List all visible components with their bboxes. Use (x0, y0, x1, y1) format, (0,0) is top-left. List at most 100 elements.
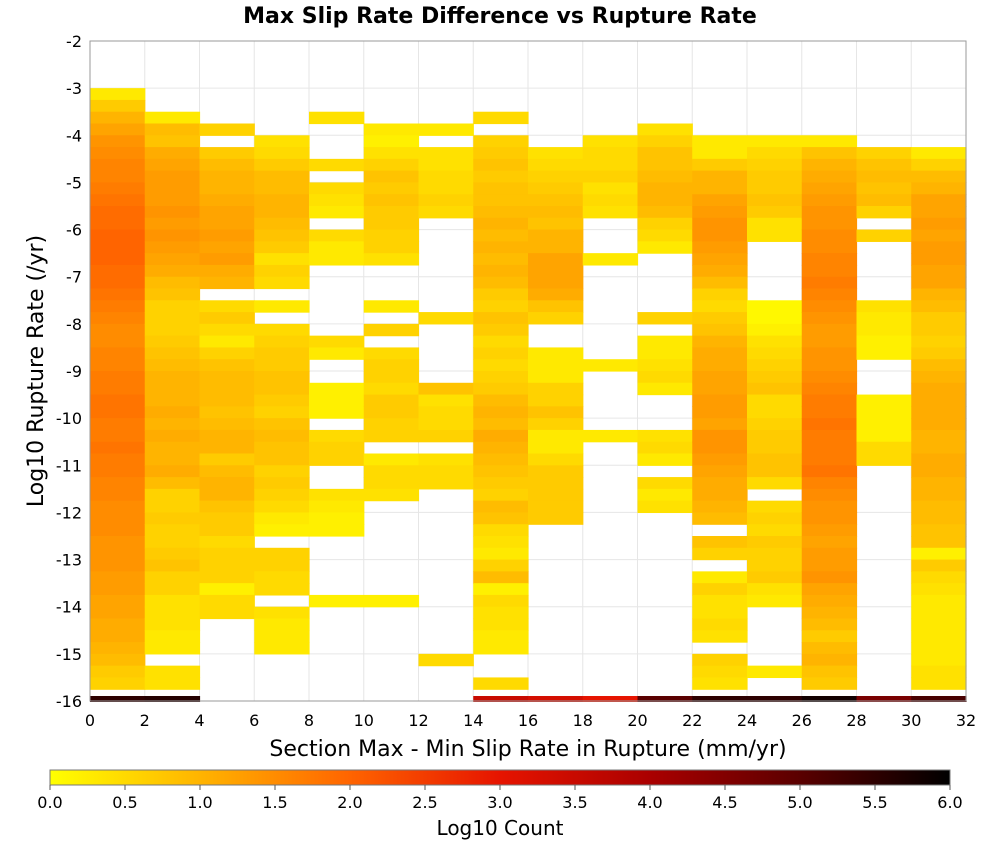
heatmap-cell (528, 394, 584, 407)
heatmap-cell (856, 429, 912, 443)
heatmap-cell (911, 206, 967, 219)
heatmap-cell (199, 453, 255, 466)
heatmap-cell (911, 536, 967, 549)
heatmap-cell (801, 418, 858, 431)
heatmap-cell (199, 206, 255, 219)
heatmap-cell (199, 229, 255, 242)
heatmap-cell (528, 217, 584, 231)
heatmap-cell (856, 229, 912, 242)
heatmap-cell (801, 630, 858, 643)
heatmap-cell (747, 359, 803, 372)
heatmap-cell (801, 559, 858, 572)
heatmap-cell (528, 347, 584, 360)
heatmap-cell (911, 696, 967, 702)
heatmap-cell (418, 123, 474, 136)
heatmap-cell (309, 512, 365, 525)
y-tick-label: -3 (66, 79, 82, 98)
heatmap-cell (911, 371, 967, 384)
heatmap-cell (911, 158, 967, 172)
heatmap-cell (144, 441, 201, 455)
heatmap-cell (747, 371, 803, 384)
heatmap-cell (309, 382, 365, 396)
colorbar-tick-label: 4.0 (637, 793, 662, 812)
heatmap-cell (363, 229, 420, 242)
heatmap-cell (90, 571, 146, 584)
heatmap-cell (692, 394, 748, 407)
heatmap-cell (309, 158, 365, 172)
heatmap-cell (144, 418, 201, 431)
heatmap-cell (692, 418, 748, 431)
y-tick-label: -4 (66, 126, 82, 145)
heatmap-cell (144, 500, 201, 514)
heatmap-cell (254, 347, 310, 360)
heatmap-cell (747, 465, 803, 478)
y-tick-label: -13 (56, 551, 82, 570)
heatmap-cell (90, 477, 146, 490)
heatmap-cell (692, 300, 748, 313)
heatmap-cell (528, 500, 584, 514)
heatmap-cell (801, 323, 858, 337)
heatmap-cell (801, 606, 858, 620)
heatmap-cell (363, 147, 420, 160)
heatmap-cell (90, 217, 146, 231)
heatmap-cell (418, 382, 474, 396)
heatmap-cell (528, 477, 584, 490)
heatmap-cell (692, 665, 748, 679)
heatmap-cell (856, 158, 912, 172)
heatmap-cell (473, 264, 529, 278)
heatmap-cell (473, 488, 529, 502)
heatmap-cell (199, 524, 255, 537)
heatmap-cell (473, 206, 529, 219)
heatmap-cell (637, 335, 693, 349)
heatmap-cell (90, 359, 146, 372)
heatmap-cell (528, 465, 584, 478)
heatmap-cell (90, 194, 146, 207)
heatmap-cell (363, 323, 420, 337)
heatmap-cell (473, 300, 529, 313)
heatmap-cell (747, 194, 803, 207)
heatmap-cell (911, 418, 967, 431)
heatmap-cell (747, 406, 803, 419)
x-tick-label: 14 (463, 711, 483, 730)
heatmap-cell (90, 394, 146, 407)
colorbar-tick-label: 3.5 (562, 793, 587, 812)
x-axis-label: Section Max - Min Slip Rate in Rupture (… (269, 737, 786, 762)
heatmap-cell (144, 123, 201, 136)
heatmap-cell (144, 571, 201, 584)
heatmap-cell (801, 512, 858, 525)
heatmap-cell (801, 217, 858, 231)
heatmap-cell (856, 206, 912, 219)
heatmap-cell (692, 217, 748, 231)
heatmap-cell (199, 371, 255, 384)
heatmap-cell (254, 524, 310, 537)
heatmap-cell (747, 418, 803, 431)
heatmap-cell (363, 465, 420, 478)
heatmap-cell (90, 630, 146, 643)
heatmap-cell (692, 594, 748, 608)
y-tick-label: -10 (56, 409, 82, 428)
heatmap-cell (911, 583, 967, 596)
heatmap-cell (363, 371, 420, 384)
heatmap-cell (90, 653, 146, 667)
heatmap-cell (363, 453, 420, 466)
heatmap-cell (144, 312, 201, 325)
heatmap-cell (692, 696, 748, 702)
heatmap-cell (473, 229, 529, 242)
heatmap-cell (856, 147, 912, 160)
heatmap-cell (473, 111, 529, 125)
heatmap-cell (692, 465, 748, 478)
heatmap-cell (90, 288, 146, 301)
heatmap-cell (144, 594, 201, 608)
heatmap-cell (801, 264, 858, 278)
heatmap-cell (801, 276, 858, 290)
heatmap-cell (801, 677, 858, 690)
heatmap-cell (144, 394, 201, 407)
heatmap-cell (144, 477, 201, 490)
heatmap-cell (801, 347, 858, 360)
heatmap-cell (90, 382, 146, 396)
heatmap-cell (254, 300, 310, 313)
heatmap-cell (692, 630, 748, 643)
heatmap-cell (911, 630, 967, 643)
y-tick-label: -2 (66, 32, 82, 51)
heatmap-cell (473, 618, 529, 631)
